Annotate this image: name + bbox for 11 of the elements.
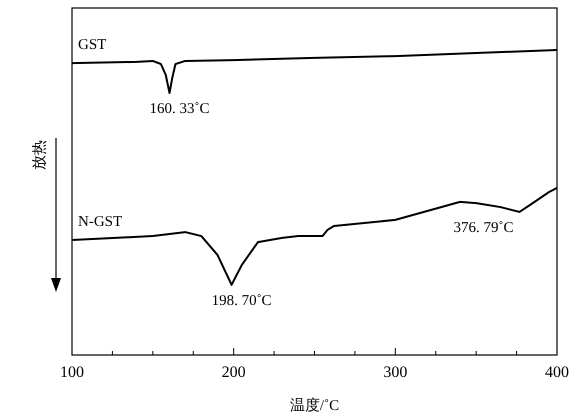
series-label: GST	[78, 37, 106, 54]
x-tick-label: 400	[545, 364, 569, 381]
y-axis-title: 放热	[32, 140, 48, 170]
series-label: N-GST	[78, 214, 122, 230]
x-axis-title: 温度/˚C	[290, 397, 340, 414]
x-tick-label: 200	[222, 364, 246, 381]
annotation: 376. 79˚C	[453, 220, 514, 236]
x-tick-label: 300	[383, 364, 408, 381]
annotation: 160. 33˚C	[150, 101, 210, 118]
x-tick-label: 100	[60, 364, 84, 381]
annotation: 198. 70˚C	[212, 292, 272, 309]
